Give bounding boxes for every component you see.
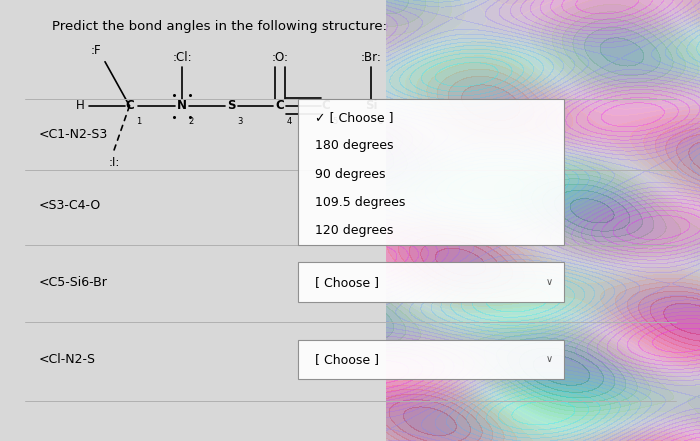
Text: <C1-N2-S3: <C1-N2-S3 [38,128,108,141]
Text: C: C [321,99,330,112]
Text: <C5-Si6-Br: <C5-Si6-Br [38,276,107,289]
Text: 4: 4 [286,117,292,126]
FancyBboxPatch shape [298,99,564,245]
FancyBboxPatch shape [298,262,564,302]
Text: [ Choose ]: [ Choose ] [315,276,379,289]
Text: 5: 5 [332,117,337,126]
Text: 1: 1 [136,117,141,126]
Text: Predict the bond angles in the following structure:: Predict the bond angles in the following… [52,20,388,33]
Text: <S3-C4-O: <S3-C4-O [38,198,101,212]
Text: 3: 3 [237,117,243,126]
Text: 6: 6 [377,117,383,126]
Text: :F: :F [90,44,101,57]
Text: S: S [227,99,235,112]
Text: C: C [276,99,284,112]
Text: Si: Si [365,99,377,112]
Text: 109.5 degrees: 109.5 degrees [315,196,405,209]
Text: :I:: :I: [108,156,120,169]
Text: :O:: :O: [272,51,288,64]
Text: H: H [76,99,85,112]
Text: :Br:: :Br: [360,51,382,64]
Text: 180 degrees: 180 degrees [315,139,393,153]
Text: ∨: ∨ [546,277,553,287]
FancyBboxPatch shape [298,340,564,379]
Text: [ Choose ]: [ Choose ] [315,353,379,366]
Text: <Cl-N2-S: <Cl-N2-S [38,353,95,366]
Text: 2: 2 [188,117,194,126]
Text: 90 degrees: 90 degrees [315,168,386,181]
Text: ✓ [ Choose ]: ✓ [ Choose ] [315,111,393,124]
Text: N: N [177,99,187,112]
Text: ∨: ∨ [546,355,553,364]
Text: :Cl:: :Cl: [172,51,192,64]
Text: 120 degrees: 120 degrees [315,224,393,237]
Text: C: C [125,99,134,112]
